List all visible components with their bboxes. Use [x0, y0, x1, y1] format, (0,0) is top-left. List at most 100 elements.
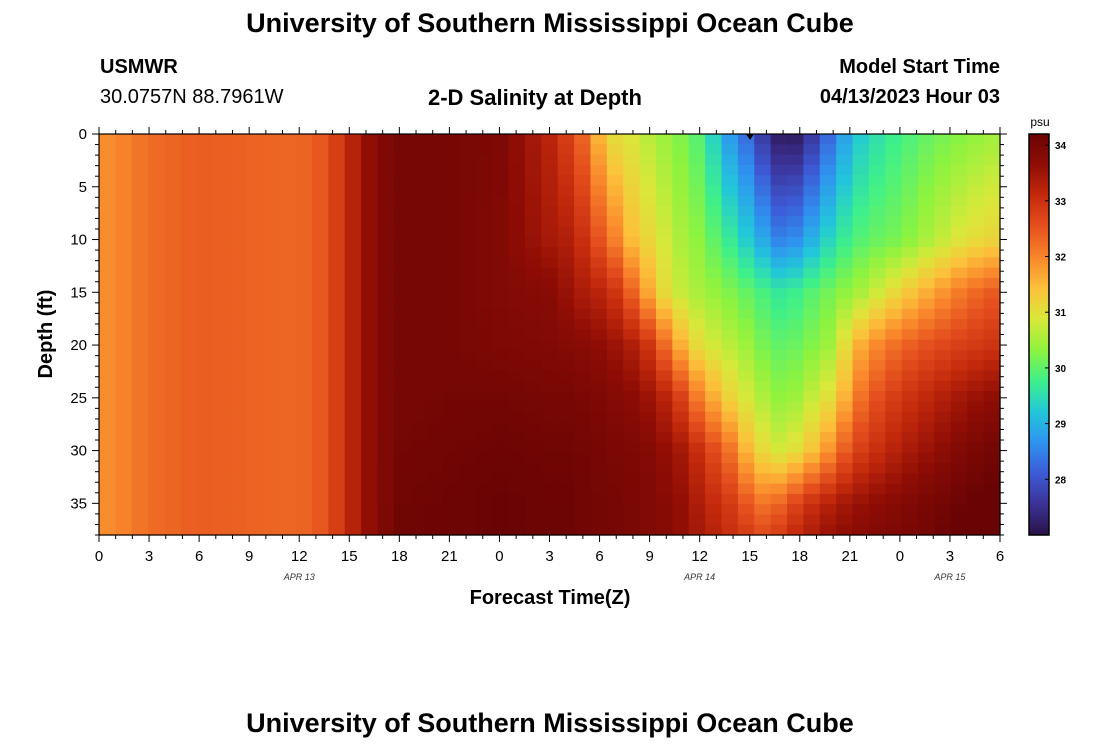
- heatmap-cell: [164, 298, 182, 310]
- heatmap-cell: [754, 411, 772, 423]
- heatmap-cell: [705, 401, 723, 413]
- heatmap-cell: [492, 247, 510, 258]
- heatmap-cell: [508, 216, 526, 228]
- heatmap-cell: [459, 226, 477, 238]
- heatmap-cell: [295, 391, 313, 402]
- heatmap-cell: [950, 411, 968, 423]
- heatmap-cell: [426, 329, 444, 341]
- heatmap-cell: [377, 319, 395, 330]
- heatmap-cell: [787, 483, 805, 495]
- heatmap-cell: [950, 164, 968, 176]
- heatmap-cell: [705, 154, 723, 166]
- x-tick-label: 3: [545, 548, 553, 565]
- heatmap-cell: [705, 370, 723, 382]
- heatmap-cell: [344, 401, 362, 413]
- heatmap-cell: [279, 421, 297, 433]
- heatmap-cell: [590, 154, 608, 166]
- heatmap-cell: [803, 401, 821, 413]
- heatmap-cell: [934, 483, 952, 495]
- heatmap-cell: [361, 524, 379, 536]
- heatmap-cell: [590, 493, 608, 505]
- heatmap-cell: [934, 134, 952, 145]
- heatmap-cell: [754, 195, 772, 207]
- heatmap-cell: [590, 411, 608, 423]
- heatmap-cell: [868, 442, 886, 454]
- heatmap-cell: [967, 319, 985, 330]
- heatmap-cell: [328, 360, 346, 372]
- heatmap-cell: [492, 288, 510, 300]
- heatmap-cell: [279, 195, 297, 207]
- heatmap-cell: [279, 288, 297, 300]
- heatmap-cell: [344, 308, 362, 320]
- heatmap-cell: [393, 216, 411, 228]
- heatmap-cell: [819, 370, 837, 382]
- heatmap-cell: [705, 298, 723, 310]
- heatmap-cell: [311, 380, 329, 392]
- heatmap-cell: [131, 411, 149, 423]
- heatmap-cell: [688, 504, 706, 516]
- heatmap-cell: [836, 308, 854, 320]
- heatmap-cell: [475, 442, 493, 454]
- heatmap-cell: [377, 236, 395, 248]
- heatmap-cell: [213, 205, 231, 217]
- heatmap-cell: [295, 370, 313, 382]
- heatmap-cell: [328, 154, 346, 166]
- heatmap-cell: [148, 473, 166, 485]
- heatmap-cell: [721, 226, 739, 238]
- heatmap-cell: [770, 483, 788, 495]
- heatmap-cell: [393, 370, 411, 382]
- heatmap-cell: [377, 421, 395, 433]
- heatmap-cell: [508, 144, 526, 156]
- heatmap-cell: [443, 267, 460, 279]
- heatmap-cell: [262, 463, 280, 474]
- heatmap-cell: [410, 339, 428, 351]
- heatmap-cell: [787, 349, 805, 361]
- heatmap-cell: [361, 144, 379, 156]
- heatmap-cell: [410, 452, 428, 464]
- heatmap-cell: [377, 277, 395, 289]
- heatmap-cell: [868, 401, 886, 413]
- heatmap-cell: [311, 504, 329, 516]
- heatmap-cell: [459, 195, 477, 207]
- heatmap-cell: [557, 473, 575, 485]
- heatmap-cell: [918, 175, 936, 187]
- heatmap-cell: [148, 524, 166, 536]
- heatmap-cell: [819, 514, 837, 526]
- heatmap-cell: [197, 401, 215, 413]
- heatmap-cell: [983, 493, 1001, 505]
- heatmap-cell: [901, 483, 919, 495]
- heatmap-cell: [918, 391, 936, 402]
- heatmap-cell: [934, 216, 952, 228]
- heatmap-cell: [99, 288, 116, 300]
- heatmap-cell: [590, 514, 608, 526]
- heatmap-cell: [393, 514, 411, 526]
- heatmap-cell: [361, 216, 379, 228]
- heatmap-cell: [377, 247, 395, 258]
- heatmap-cell: [934, 144, 952, 156]
- x-tick-label: 3: [946, 548, 954, 565]
- heatmap-cell: [459, 514, 477, 526]
- heatmap-cell: [983, 185, 1001, 197]
- heatmap-cell: [901, 247, 919, 258]
- heatmap-cell: [639, 339, 657, 351]
- heatmap-cell: [541, 277, 559, 289]
- heatmap-cell: [557, 257, 575, 269]
- colorbar-scale: [1028, 133, 1050, 536]
- heatmap-cell: [852, 288, 870, 300]
- heatmap-cell: [311, 349, 329, 361]
- heatmap-cell: [688, 339, 706, 351]
- heatmap-cell: [721, 195, 739, 207]
- heatmap-cell: [655, 257, 673, 269]
- heatmap-cell: [99, 308, 116, 320]
- start-marker: [746, 134, 754, 140]
- heatmap-cell: [541, 308, 559, 320]
- heatmap-cell: [623, 524, 641, 536]
- heatmap-cell: [131, 360, 149, 372]
- heatmap-cell: [950, 473, 968, 485]
- heatmap-cell: [885, 319, 903, 330]
- heatmap-cell: [230, 216, 248, 228]
- heatmap-cell: [721, 298, 739, 310]
- heatmap-cell: [164, 185, 182, 197]
- heatmap-cell: [230, 308, 248, 320]
- heatmap-cell: [475, 195, 493, 207]
